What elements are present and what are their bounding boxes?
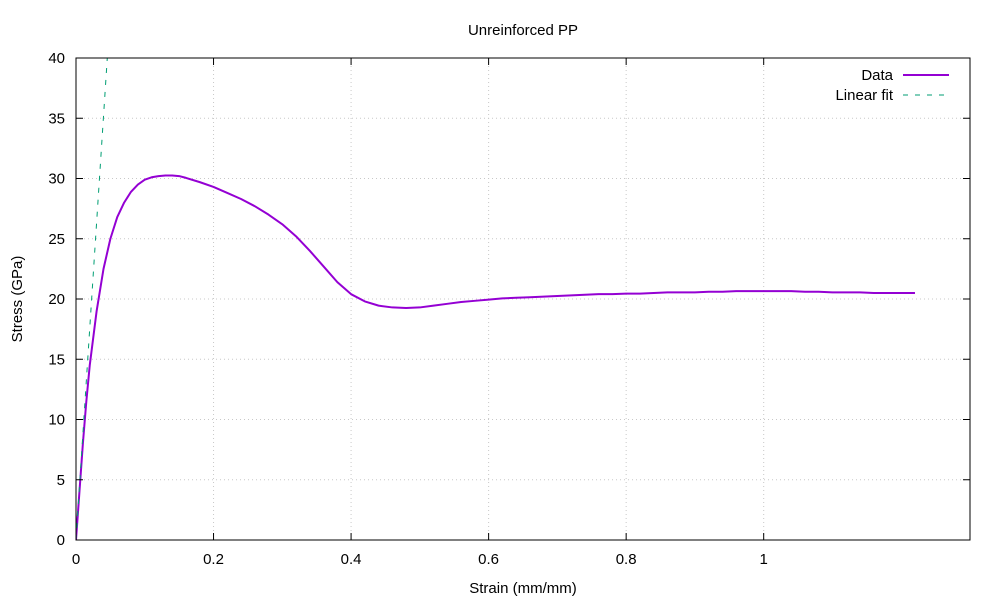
y-tick-label: 25 — [48, 231, 65, 248]
x-tick-label: 0.8 — [616, 551, 637, 568]
y-tick-label: 5 — [57, 472, 65, 489]
y-tick-label: 20 — [48, 291, 65, 308]
x-tick-label: 0.4 — [341, 551, 362, 568]
series-layer — [76, 58, 915, 540]
y-tick-label: 15 — [48, 351, 65, 368]
x-tick-label: 0 — [72, 551, 80, 568]
x-tick-label: 0.6 — [478, 551, 499, 568]
y-tick-labels: 0 5 10 15 20 25 30 35 40 — [48, 50, 65, 549]
legend-label: Data — [861, 67, 893, 84]
y-tick-label: 40 — [48, 50, 65, 67]
chart-title: Unreinforced PP — [468, 22, 578, 39]
ticks — [75, 57, 970, 541]
y-tick-label: 10 — [48, 412, 65, 429]
legend: Data Linear fit — [835, 67, 949, 104]
y-tick-label: 30 — [48, 171, 65, 188]
x-tick-label: 0.2 — [203, 551, 224, 568]
legend-label: Linear fit — [835, 87, 893, 104]
series-line-data — [76, 174, 915, 540]
grid — [76, 58, 970, 540]
y-tick-label: 0 — [57, 532, 65, 549]
x-tick-labels: 0 0.2 0.4 0.6 0.8 1 — [72, 551, 768, 568]
x-tick-label: 1 — [760, 551, 768, 568]
x-axis-label: Strain (mm/mm) — [469, 580, 577, 597]
plot-frame — [75, 57, 971, 541]
y-axis-label: Stress (GPa) — [9, 256, 26, 343]
series-line-linear-fit — [76, 58, 108, 540]
y-tick-label: 35 — [48, 110, 65, 127]
